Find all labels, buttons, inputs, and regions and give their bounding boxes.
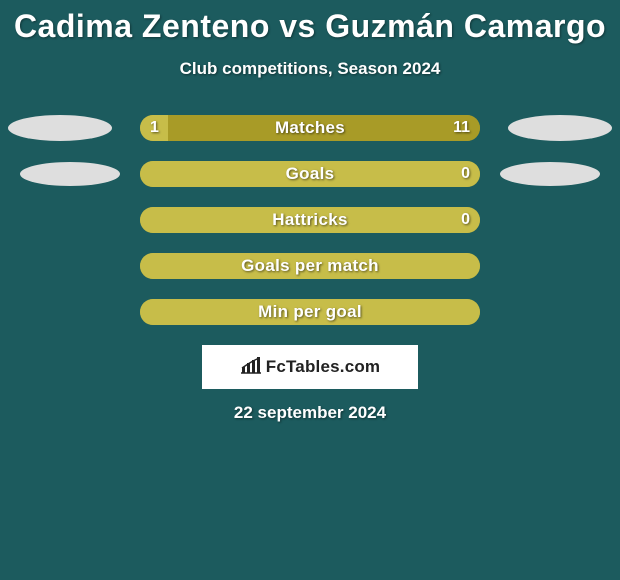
- stat-bar-matches: 1 Matches 11: [140, 115, 480, 141]
- page-subtitle: Club competitions, Season 2024: [0, 59, 620, 79]
- player-right-ellipse: [508, 115, 612, 141]
- player-left-ellipse: [8, 115, 112, 141]
- stat-bar-min-per-goal: Min per goal: [140, 299, 480, 325]
- comparison-infographic: Cadima Zenteno vs Guzmán Camargo Club co…: [0, 0, 620, 580]
- stat-bar-goals: Goals 0: [140, 161, 480, 187]
- stat-label: Min per goal: [140, 299, 480, 325]
- date-text: 22 september 2024: [0, 403, 620, 423]
- stat-bar-hattricks: Hattricks 0: [140, 207, 480, 233]
- player-right-ellipse: [500, 162, 600, 186]
- stat-label: Matches: [140, 115, 480, 141]
- player-left-ellipse: [20, 162, 120, 186]
- stat-right-value: 0: [461, 207, 470, 233]
- page-title: Cadima Zenteno vs Guzmán Camargo: [0, 0, 620, 45]
- stat-row-hattricks: Hattricks 0: [0, 207, 620, 233]
- stat-label: Goals: [140, 161, 480, 187]
- logo-text: FcTables.com: [266, 357, 381, 377]
- stat-row-goals: Goals 0: [0, 161, 620, 187]
- stat-bar-goals-per-match: Goals per match: [140, 253, 480, 279]
- stat-right-value: 0: [461, 161, 470, 187]
- stat-row-goals-per-match: Goals per match: [0, 253, 620, 279]
- stat-right-value: 11: [453, 115, 470, 141]
- bar-chart-icon: [240, 356, 262, 379]
- stat-label: Hattricks: [140, 207, 480, 233]
- stat-row-min-per-goal: Min per goal: [0, 299, 620, 325]
- stat-row-matches: 1 Matches 11: [0, 115, 620, 141]
- chart-area: 1 Matches 11 Goals 0 Hattricks: [0, 115, 620, 325]
- logo-box: FcTables.com: [202, 345, 418, 389]
- stat-label: Goals per match: [140, 253, 480, 279]
